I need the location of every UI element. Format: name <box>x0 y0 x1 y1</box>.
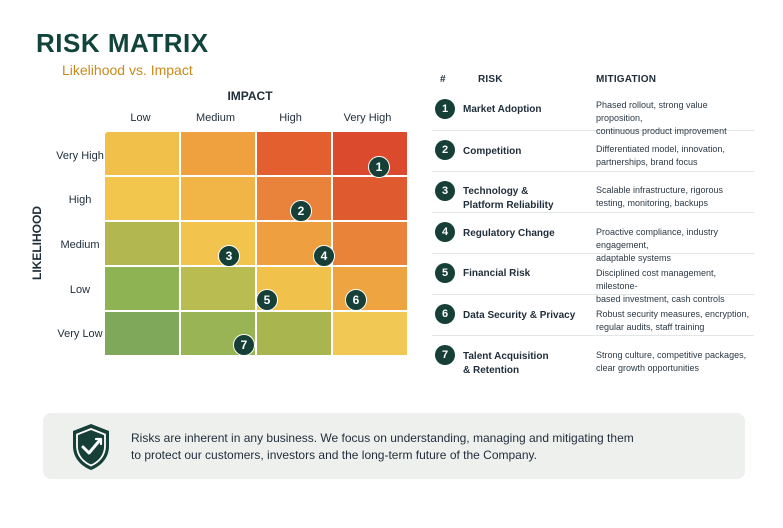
impact-col-label: Very High <box>343 112 392 124</box>
matrix-cell <box>105 312 179 355</box>
risk-table-row: 4 Regulatory Change Proactive compliance… <box>432 213 754 263</box>
risk-name: Technology & Platform Reliability <box>463 186 554 211</box>
matrix-cell <box>105 132 179 175</box>
likelihood-row-label: Very Low <box>57 328 103 340</box>
risk-name: Market Adoption <box>463 104 542 115</box>
table-header-risk: RISK <box>478 74 503 85</box>
footer-banner: Risks are inherent in any business. We f… <box>43 413 745 479</box>
risk-mitigation: Proactive compliance, industry engagemen… <box>596 227 719 263</box>
risk-number-badge: 4 <box>435 222 455 242</box>
page-subtitle: Likelihood vs. Impact <box>62 62 193 78</box>
matrix-cell <box>257 312 331 355</box>
matrix-cell <box>257 132 331 175</box>
matrix-cell <box>333 312 407 355</box>
risk-heat-grid: 1 2 3 4 5 6 7 <box>105 132 409 358</box>
risk-mitigation: Strong culture, competitive packages, cle… <box>596 350 747 373</box>
footer-statement: Risks are inherent in any business. We f… <box>131 431 634 462</box>
matrix-cell <box>333 222 407 265</box>
risk-name: Financial Risk <box>463 268 531 279</box>
matrix-cell <box>181 267 255 310</box>
risk-mitigation: Robust security measures, encryption, reg… <box>596 309 750 332</box>
risk-number-badge: 5 <box>435 263 455 283</box>
risk-marker: 1 <box>368 156 390 178</box>
risk-mitigation: Scalable infrastructure, rigorous testing… <box>596 185 724 208</box>
risk-table-row: 1 Market Adoption Phased rollout, strong… <box>432 90 754 136</box>
risk-table-row: 2 Competition Differentiated model, inno… <box>432 131 754 172</box>
risk-table-row: 3 Technology & Platform Reliability Scala… <box>432 172 754 213</box>
page-title: RISK MATRIX <box>36 28 209 58</box>
risk-name: Competition <box>463 146 522 157</box>
likelihood-axis-label: LIKELIHOOD <box>30 206 44 280</box>
table-header-num: # <box>440 74 446 85</box>
risk-mitigation: Disciplined cost management, milestone-b… <box>596 268 725 304</box>
shield-check-icon <box>73 424 109 470</box>
impact-axis-label: IMPACT <box>227 89 273 103</box>
risk-number-badge: 6 <box>435 304 455 324</box>
impact-col-label: Medium <box>195 112 236 124</box>
risk-marker: 5 <box>256 289 278 311</box>
likelihood-row-label: Very High <box>56 150 104 162</box>
risk-table-row: 7 Talent Acquisition & Retention Strong c… <box>432 336 754 377</box>
risk-name: Talent Acquisition & Retention <box>463 351 549 376</box>
likelihood-row-label: High <box>68 194 92 206</box>
risk-table-row: 6 Data Security & Privacy Robust securit… <box>432 295 754 336</box>
risk-marker: 3 <box>218 245 240 267</box>
risk-mitigation: Differentiated model, innovation, partner… <box>596 144 725 167</box>
risk-name: Regulatory Change <box>463 228 555 239</box>
risk-marker: 7 <box>233 334 255 356</box>
matrix-cell <box>105 177 179 220</box>
risk-number-badge: 7 <box>435 345 455 365</box>
table-header-mitigation: MITIGATION <box>596 74 657 85</box>
risk-number-badge: 2 <box>435 140 455 160</box>
matrix-cell <box>181 132 255 175</box>
impact-col-label: High <box>279 112 302 124</box>
risk-number-badge: 1 <box>435 99 455 119</box>
impact-col-label: Low <box>130 112 151 124</box>
risk-marker: 2 <box>290 200 312 222</box>
matrix-cell <box>105 267 179 310</box>
likelihood-row-label: Medium <box>60 239 100 251</box>
risk-marker: 4 <box>313 245 335 267</box>
risk-name: Data Security & Privacy <box>463 310 576 321</box>
risk-marker: 6 <box>345 289 367 311</box>
matrix-cell <box>181 177 255 220</box>
matrix-cell <box>333 267 407 310</box>
risk-number-badge: 3 <box>435 181 455 201</box>
risk-table-row: 5 Financial Risk Disciplined cost manage… <box>432 254 754 304</box>
matrix-cell <box>105 222 179 265</box>
likelihood-row-label: Low <box>69 284 91 296</box>
matrix-cell <box>333 177 407 220</box>
risk-mitigation: Phased rollout, strong value proposition… <box>596 100 727 136</box>
